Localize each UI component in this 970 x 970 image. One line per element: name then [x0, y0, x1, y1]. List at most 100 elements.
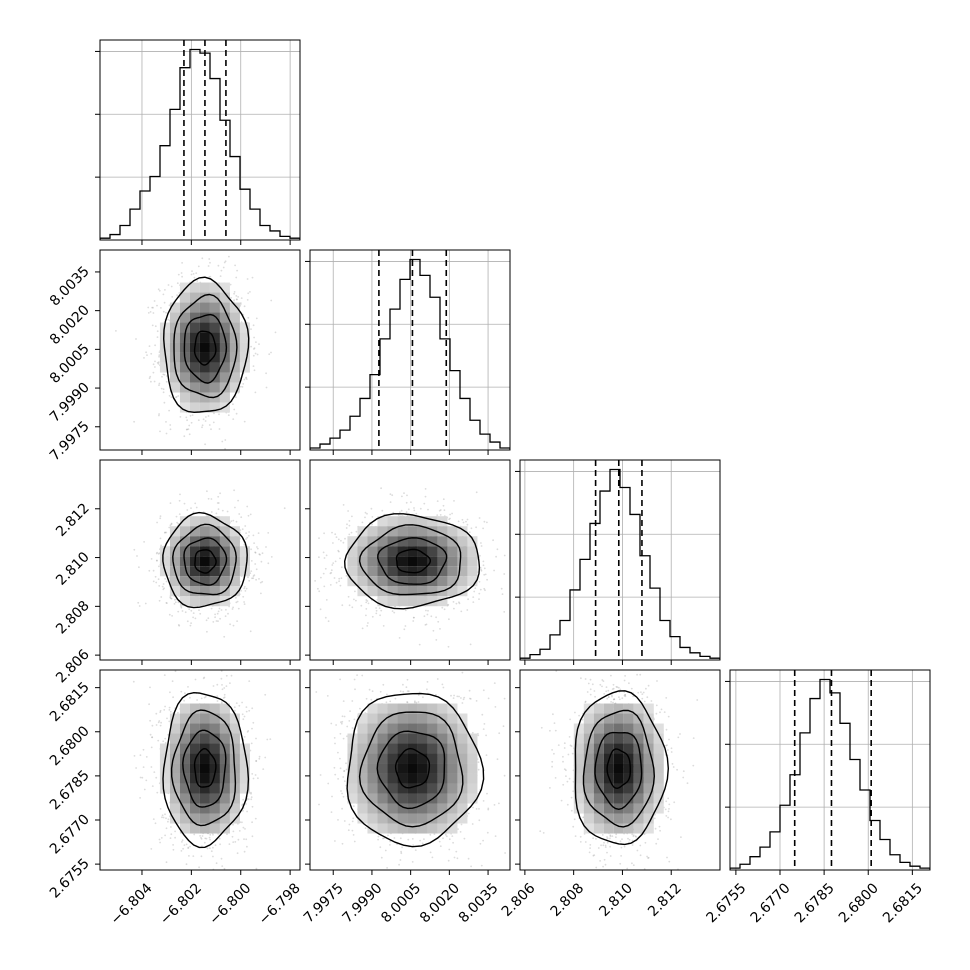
density-cell — [427, 526, 438, 537]
density-cell — [179, 596, 190, 607]
scatter-point — [246, 505, 249, 508]
density-cell — [229, 566, 240, 577]
scatter-point — [156, 336, 159, 338]
scatter-point — [158, 599, 161, 602]
scatter-point — [347, 595, 350, 598]
scatter-point — [181, 610, 184, 612]
scatter-point — [185, 428, 188, 431]
density-cell — [397, 526, 408, 537]
scatter-point — [447, 603, 450, 606]
scatter-point — [467, 598, 469, 601]
scatter-panel-1-2 — [303, 459, 529, 661]
scatter-point — [182, 847, 185, 850]
scatter-point — [479, 567, 482, 569]
scatter-point — [229, 682, 231, 684]
scatter-point — [158, 585, 161, 587]
scatter-point — [165, 311, 167, 314]
scatter-point — [180, 606, 183, 609]
scatter-point — [234, 506, 236, 509]
scatter-point — [156, 559, 158, 562]
scatter-point — [452, 601, 455, 603]
density-cell — [199, 556, 210, 567]
scatter-point — [212, 421, 215, 424]
scatter-point — [483, 573, 486, 576]
scatter-point — [237, 499, 240, 502]
scatter-point — [249, 630, 252, 633]
scatter-point — [473, 590, 476, 593]
scatter-point — [240, 297, 243, 299]
scatter-point — [424, 495, 427, 498]
contour-level-2 — [173, 293, 238, 399]
scatter-point — [218, 428, 221, 430]
scatter-point — [219, 667, 221, 669]
scatter-point — [192, 612, 195, 614]
scatter-point — [334, 560, 337, 563]
scatter-point — [145, 351, 148, 354]
density-cell — [417, 546, 428, 557]
scatter-point — [169, 596, 172, 599]
scatter-point — [480, 569, 483, 572]
scatter-point — [213, 412, 215, 415]
scatter-point — [389, 493, 392, 496]
scatter-point — [217, 508, 220, 511]
scatter-point — [168, 613, 171, 616]
hist-panel-0 — [95, 39, 301, 241]
scatter-point — [306, 520, 308, 522]
density-cell — [199, 516, 210, 527]
histogram-steps-1 — [310, 258, 510, 450]
scatter-point — [348, 533, 351, 536]
density-cell — [407, 576, 418, 587]
scatter-point — [265, 386, 268, 389]
density-cell — [229, 362, 240, 373]
scatter-point — [175, 396, 178, 398]
density-cell — [219, 312, 230, 323]
scatter-point — [248, 877, 250, 879]
density-cell — [209, 382, 220, 393]
scatter-point — [317, 587, 319, 590]
scatter-point — [479, 588, 482, 591]
scatter-point — [405, 501, 408, 504]
scatter-point — [251, 707, 254, 710]
density-cell — [169, 382, 180, 393]
density-cell — [179, 292, 190, 303]
scatter-point — [232, 624, 235, 627]
scatter-point — [235, 276, 238, 279]
scatter-point — [478, 580, 481, 583]
scatter-point — [256, 546, 258, 548]
scatter-point — [338, 577, 341, 580]
density-cell — [229, 352, 240, 363]
density-cell — [229, 342, 240, 353]
scatter-point — [193, 483, 195, 485]
scatter-point — [148, 703, 151, 706]
scatter-point — [527, 552, 529, 554]
density-cell — [159, 332, 170, 343]
scatter-point — [247, 534, 250, 537]
density-cell — [199, 536, 210, 547]
scatter-point — [228, 843, 231, 845]
density-cell — [467, 576, 478, 587]
scatter-point — [133, 548, 136, 551]
scatter-point — [380, 487, 382, 490]
scatter-point — [145, 756, 148, 758]
density-cell — [407, 526, 418, 537]
scatter-point — [170, 597, 173, 600]
density-cell — [407, 536, 418, 547]
scatter-point — [303, 554, 305, 556]
density-cell — [189, 292, 200, 303]
scatter-point — [329, 572, 332, 575]
scatter-point — [221, 440, 224, 443]
density-cell — [169, 586, 180, 597]
density-cell — [437, 576, 448, 587]
scatter-point — [207, 415, 210, 417]
scatter-point — [161, 585, 164, 588]
density-cell — [189, 526, 200, 537]
scatter-point — [375, 612, 378, 615]
density-cell — [427, 556, 438, 567]
density-cell — [229, 372, 240, 383]
scatter-point — [257, 532, 260, 534]
scatter-point — [267, 562, 270, 565]
scatter-point — [250, 570, 253, 572]
scatter-point — [255, 867, 258, 870]
scatter-point — [175, 515, 178, 518]
scatter-point — [235, 412, 238, 415]
